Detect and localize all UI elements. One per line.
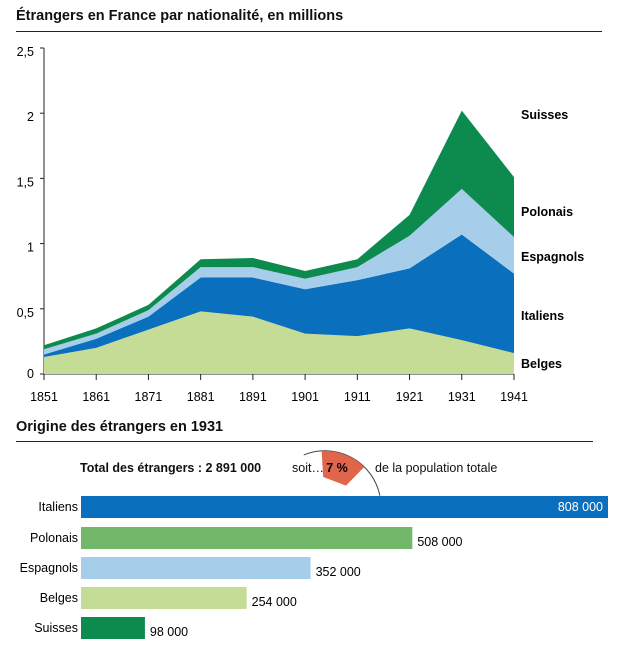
area-chart: 0 0,5 1 1,5 2 2,5 1851 1861 1871 1881 1891 1901 1911… (17, 45, 585, 404)
area-chart-title-rule (16, 31, 602, 32)
x-tick-label: 1941 (500, 390, 528, 404)
series-label-polonais: Polonais (521, 205, 573, 219)
bar-category-label: Polonais (30, 531, 78, 545)
area-espagnols (44, 188, 514, 355)
x-tick-label: 1921 (396, 390, 424, 404)
population-label: de la population totale (375, 461, 498, 475)
series-label-suisses: Suisses (521, 108, 568, 122)
y-tick-label: 0,5 (17, 306, 34, 320)
y-tick-label: 1,5 (17, 175, 34, 189)
bar-chart-title: Origine des étrangers en 1931 (16, 419, 224, 435)
bar-value-label: 508 000 (417, 535, 462, 549)
x-tick-label: 1871 (135, 390, 163, 404)
area-belges (44, 311, 514, 374)
area-suisses (44, 110, 514, 350)
bar-polonais (81, 527, 413, 549)
bar-suisses (81, 617, 145, 639)
y-tick-label: 2 (27, 110, 34, 124)
bar-category-label: Italiens (38, 500, 78, 514)
series-label-belges: Belges (521, 357, 562, 371)
bar-category-label: Belges (40, 591, 78, 605)
x-tick-label: 1881 (187, 390, 215, 404)
x-tick-label: 1931 (448, 390, 476, 404)
area-chart-title: Étrangers en France par nationalité, en … (16, 8, 344, 24)
bar-belges (81, 587, 247, 609)
x-tick-label: 1901 (291, 390, 319, 404)
bar-category-label: Suisses (34, 621, 78, 635)
bar-italiens (81, 496, 608, 518)
bar-value-label: 254 000 (252, 595, 297, 609)
x-tick-label: 1851 (30, 390, 58, 404)
x-tick-label: 1891 (239, 390, 267, 404)
bar-value-label: 98 000 (150, 625, 188, 639)
x-tick-label: 1911 (344, 390, 371, 404)
bar-espagnols (81, 557, 311, 579)
bar-chart-title-rule (16, 441, 593, 442)
bar-value-label: 808 000 (558, 500, 603, 514)
bar-category-label: Espagnols (20, 561, 78, 575)
series-label-espagnols: Espagnols (521, 250, 584, 264)
y-tick-label: 2,5 (17, 45, 34, 59)
area-italiens (44, 234, 514, 358)
y-tick-label: 1 (27, 241, 34, 255)
bar-value-label: 352 000 (316, 565, 361, 579)
total-label: Total des étrangers : 2 891 000 (80, 461, 262, 475)
y-tick-label: 0 (27, 367, 34, 381)
x-tick-label: 1861 (82, 390, 110, 404)
series-label-italiens: Italiens (521, 309, 564, 323)
